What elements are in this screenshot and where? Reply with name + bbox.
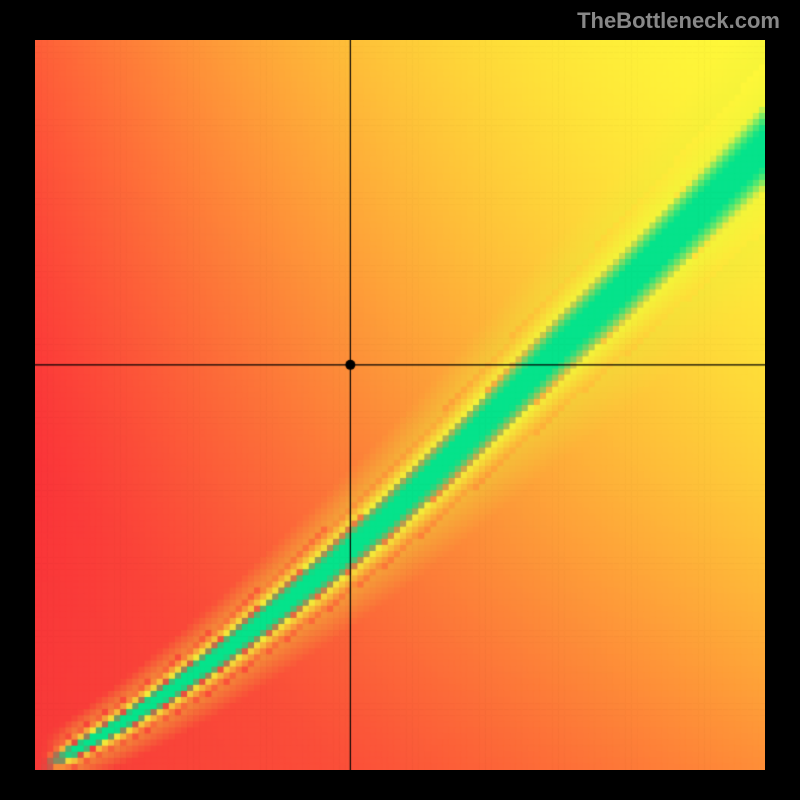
bottleneck-heatmap: [35, 40, 765, 770]
heatmap-canvas: [35, 40, 765, 770]
watermark-text: TheBottleneck.com: [577, 8, 780, 34]
